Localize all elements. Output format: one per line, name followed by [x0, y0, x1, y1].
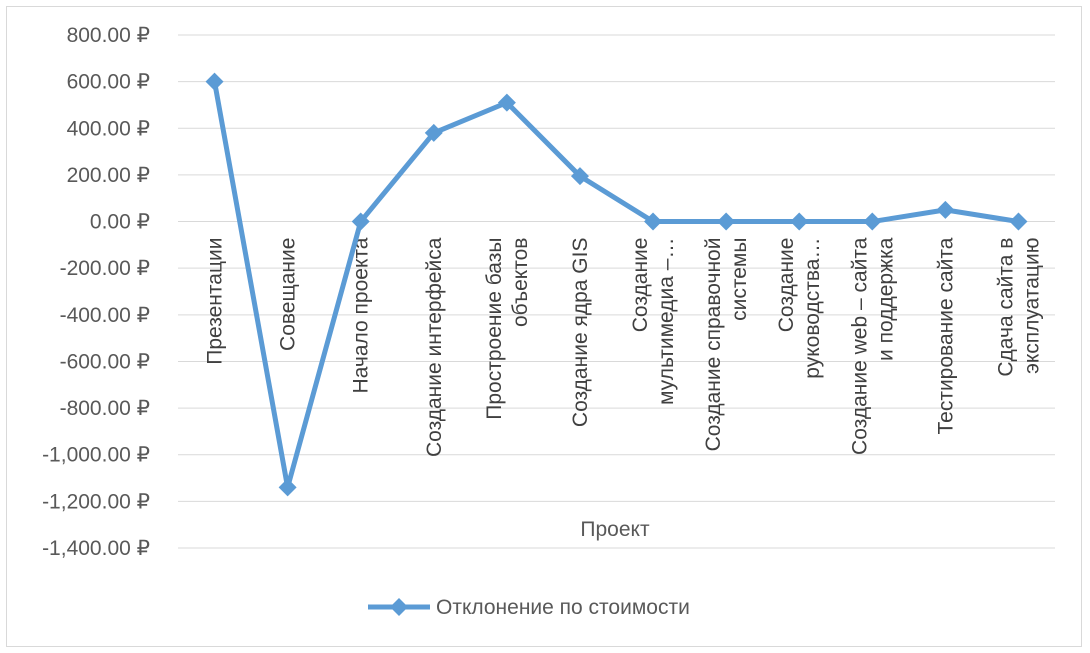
- data-point: [644, 212, 663, 231]
- data-point: [717, 212, 736, 231]
- x-category-label-line: Создание ядра GIS: [569, 238, 592, 428]
- x-category-label: Создание ядра GIS: [569, 238, 592, 428]
- x-category-label-line: системы: [728, 238, 751, 321]
- x-category-label-line: Тестирование сайта: [934, 237, 957, 434]
- y-tick-label: -200.00 ₽: [60, 257, 150, 280]
- legend-label: Отклонение по стоимости: [436, 596, 690, 619]
- x-category-label: Совещание: [277, 238, 300, 351]
- x-category-label-line: Создание: [629, 238, 652, 333]
- data-point: [205, 72, 224, 91]
- x-category-label: Создание web – сайта и поддержка: [848, 237, 897, 455]
- x-category-label-line: эксплуатацию: [1020, 238, 1043, 374]
- y-tick-label: 0.00 ₽: [90, 211, 150, 234]
- y-tick-label: -400.00 ₽: [60, 304, 150, 327]
- data-point: [570, 167, 589, 186]
- chart-frame: [6, 6, 1082, 647]
- x-category-labels: Презентации Совещание Начало проекта Создан…: [204, 237, 1044, 457]
- x-category-label-line: Совещание: [277, 238, 300, 351]
- legend: Отклонение по стоимости: [368, 596, 690, 619]
- x-category-label-line: Создание справочной: [702, 238, 725, 452]
- x-category-label: Простроение базы объектов: [483, 238, 532, 420]
- y-tick-label: 200.00 ₽: [67, 164, 150, 187]
- data-point: [1009, 212, 1028, 231]
- x-category-label: Сдача сайта в эксплуатацию: [994, 238, 1043, 377]
- x-category-label: Создание интерфейса: [423, 237, 446, 457]
- x-category-label-line: руководства…: [801, 238, 824, 379]
- x-category-label-line: Начало проекта: [350, 237, 373, 393]
- y-tick-label: -600.00 ₽: [60, 350, 150, 373]
- x-category-label: Тестирование сайта: [934, 237, 957, 434]
- y-tick-label: -1,200.00 ₽: [42, 490, 150, 513]
- x-category-label-line: и поддержка: [874, 237, 897, 361]
- data-point: [497, 93, 516, 112]
- y-tick-label: 800.00 ₽: [67, 24, 150, 47]
- x-category-label-line: Сдача сайта в: [994, 238, 1017, 377]
- data-point: [790, 212, 809, 231]
- x-category-label-line: Презентации: [204, 238, 227, 365]
- grid-lines: [178, 34, 1055, 549]
- x-category-label-line: Создание интерфейса: [423, 237, 446, 457]
- y-tick-label: -1,000.00 ₽: [42, 444, 150, 467]
- legend-marker: [390, 598, 408, 616]
- y-tick-label: -1,400.00 ₽: [42, 537, 150, 560]
- y-tick-label: -800.00 ₽: [60, 397, 150, 420]
- x-category-label: Презентации: [204, 238, 227, 365]
- x-category-label: Создание руководства…: [775, 238, 824, 379]
- y-tick-label: 600.00 ₽: [67, 71, 150, 94]
- data-point: [351, 212, 370, 231]
- x-category-label: Создание мультимедиа –…: [629, 238, 678, 405]
- data-point: [936, 200, 955, 219]
- data-point: [424, 123, 443, 142]
- x-axis-title: Проект: [580, 518, 650, 541]
- series-markers: [205, 72, 1028, 497]
- data-point: [278, 478, 297, 497]
- x-category-label-line: Создание web – сайта: [848, 237, 871, 455]
- y-tick-label: 400.00 ₽: [67, 117, 150, 140]
- x-category-label-line: Создание: [775, 238, 798, 333]
- x-category-label-line: мультимедиа –…: [655, 238, 678, 405]
- y-tick-labels: 800.00 ₽ 600.00 ₽ 400.00 ₽ 200.00 ₽ 0.00 ₽ -2…: [42, 24, 150, 560]
- data-point: [863, 212, 882, 231]
- x-category-label-line: объектов: [509, 238, 532, 327]
- x-category-label: Начало проекта: [350, 237, 373, 393]
- x-category-label: Создание справочной системы: [702, 238, 751, 452]
- series-line: [212, 81, 1019, 490]
- x-category-label-line: Простроение базы: [483, 238, 506, 420]
